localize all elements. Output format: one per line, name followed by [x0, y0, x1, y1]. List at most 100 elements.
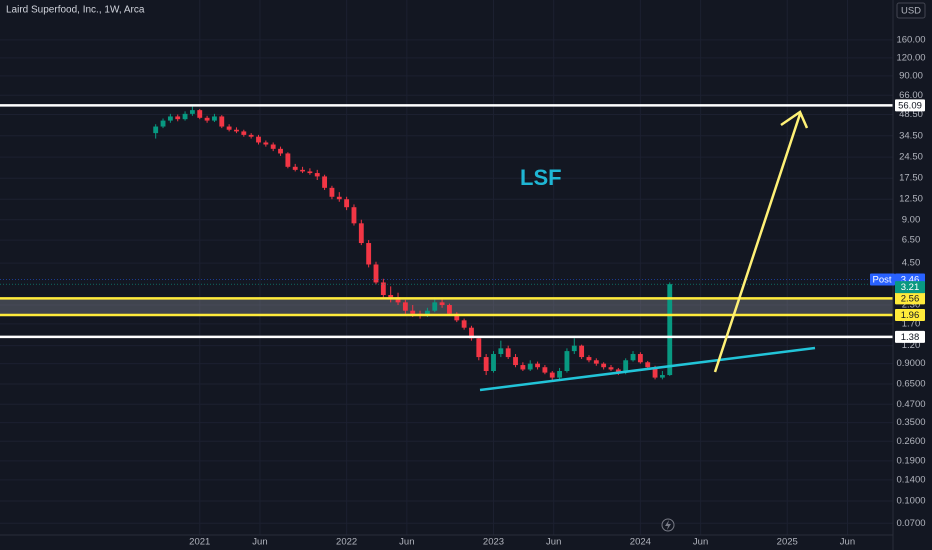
post-price: 3.46: [901, 275, 920, 286]
candle-body: [256, 136, 261, 143]
candle-body: [278, 148, 283, 154]
candle-body: [439, 302, 445, 306]
candle-body: [153, 126, 159, 134]
y-tick-label: 90.00: [899, 70, 923, 81]
y-tick-label: 0.6500: [896, 379, 925, 390]
currency-box[interactable]: [896, 2, 926, 19]
level-label-box: [895, 330, 925, 343]
y-tick-label: 48.50: [899, 109, 923, 120]
candle-body: [410, 310, 416, 314]
y-tick-label: 0.1900: [896, 455, 925, 466]
x-tick-label: 2025: [777, 537, 798, 548]
candle-body: [197, 110, 203, 118]
candle-body: [498, 348, 504, 355]
level-label: 56.09: [898, 100, 922, 111]
candle-body: [557, 371, 563, 378]
y-tick-label: 0.1000: [896, 495, 925, 506]
candle-body: [182, 113, 188, 120]
candle-body: [402, 302, 408, 311]
candle-body: [395, 297, 401, 303]
candle-body: [241, 131, 247, 135]
level-zone: [0, 298, 893, 316]
candle-body: [432, 302, 438, 311]
x-tick-label: 2021: [189, 537, 210, 548]
candle-body: [586, 357, 592, 361]
candle-body: [285, 153, 291, 167]
x-tick-label: Jun: [399, 537, 414, 548]
level-label-box: [895, 99, 925, 112]
candle-body: [366, 243, 372, 265]
x-tick-label: Jun: [693, 537, 708, 548]
candle-body: [659, 375, 665, 378]
last-price: 3.21: [901, 282, 920, 293]
candle-body: [645, 362, 651, 368]
y-tick-label: 6.50: [902, 235, 921, 246]
chart-title: Laird Superfood, Inc., 1W, Arca: [6, 5, 145, 16]
level-label: 1.96: [901, 310, 920, 321]
last-price-box: [895, 281, 925, 294]
candle-body: [483, 357, 489, 372]
candle-body: [212, 116, 217, 121]
x-tick-label: 2022: [336, 537, 357, 548]
candle-body: [204, 117, 210, 121]
candle-body: [608, 367, 614, 370]
candle-body: [491, 354, 496, 372]
y-tick-label: 0.2600: [896, 436, 925, 447]
arrow-head: [780, 110, 809, 129]
currency[interactable]: USD: [901, 6, 921, 17]
x-tick-label: 2023: [483, 537, 504, 548]
candle-body: [167, 116, 173, 121]
candle-body: [535, 363, 540, 368]
candle-body: [380, 282, 386, 295]
candle-body: [447, 305, 452, 314]
candle-body: [270, 144, 276, 149]
candle-body: [571, 345, 577, 352]
candle-body: [461, 320, 467, 328]
post-label: Post: [872, 275, 891, 286]
candle-body: [329, 187, 335, 197]
y-tick-label: 24.50: [899, 152, 923, 163]
candle-body: [248, 134, 254, 137]
candle-body: [351, 207, 357, 224]
candle-body: [314, 173, 320, 177]
candle-body: [234, 129, 239, 132]
annotation: LSF: [520, 165, 562, 190]
y-tick-label: 2.30: [902, 300, 921, 311]
y-tick-label: 0.4700: [896, 399, 925, 410]
candle-body: [219, 116, 225, 127]
arrow-shaft: [713, 113, 802, 373]
y-tick-label: 17.50: [899, 173, 923, 184]
candle-body: [373, 264, 379, 283]
candle-body: [300, 169, 305, 172]
candle-body: [652, 367, 658, 378]
candle-body: [637, 354, 643, 363]
candle-body: [630, 354, 636, 361]
y-tick-label: 0.1400: [896, 474, 925, 485]
candle-body: [667, 284, 673, 376]
y-tick-label: 1.70: [902, 318, 921, 329]
candle-body: [615, 369, 621, 373]
candle-body: [344, 199, 350, 208]
candle-body: [564, 351, 570, 372]
level-label: 1.38: [901, 332, 920, 343]
candle-body: [322, 176, 328, 188]
candle-body: [527, 363, 533, 370]
candle-body: [388, 294, 394, 298]
level-label-box: [895, 309, 925, 322]
level-label: 2.56: [901, 293, 920, 304]
candle-body: [520, 365, 526, 370]
candle-body: [579, 345, 585, 358]
y-tick-label: 0.0700: [896, 518, 925, 529]
candle-body: [623, 360, 629, 373]
candle-body: [454, 313, 460, 321]
candle-body: [424, 310, 430, 316]
candle-body: [336, 196, 342, 200]
zone-layer: [0, 298, 893, 316]
grid: [0, 0, 893, 535]
y-tick-label: 160.00: [896, 34, 925, 45]
candle-body: [469, 327, 474, 339]
candles: [153, 106, 673, 382]
candle-body: [476, 338, 482, 358]
y-tick-label: 0.3500: [896, 417, 925, 428]
event-icon[interactable]: [661, 518, 675, 532]
